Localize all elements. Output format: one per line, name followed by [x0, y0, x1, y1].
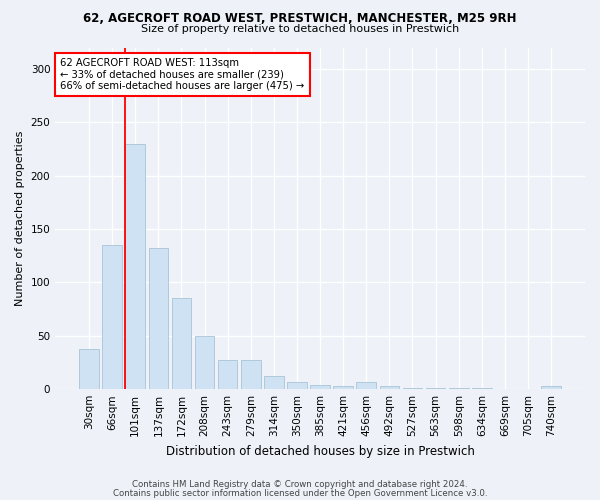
- Bar: [195, 336, 214, 389]
- Bar: [172, 298, 191, 389]
- Text: Size of property relative to detached houses in Prestwich: Size of property relative to detached ho…: [141, 24, 459, 34]
- Text: 62 AGECROFT ROAD WEST: 113sqm
← 33% of detached houses are smaller (239)
66% of : 62 AGECROFT ROAD WEST: 113sqm ← 33% of d…: [61, 58, 305, 91]
- Bar: [541, 386, 561, 389]
- X-axis label: Distribution of detached houses by size in Prestwich: Distribution of detached houses by size …: [166, 444, 475, 458]
- Bar: [264, 376, 284, 389]
- Bar: [426, 388, 445, 389]
- Bar: [449, 388, 469, 389]
- Bar: [310, 385, 330, 389]
- Text: Contains HM Land Registry data © Crown copyright and database right 2024.: Contains HM Land Registry data © Crown c…: [132, 480, 468, 489]
- Bar: [218, 360, 238, 389]
- Bar: [79, 348, 99, 389]
- Bar: [287, 382, 307, 389]
- Bar: [356, 382, 376, 389]
- Bar: [334, 386, 353, 389]
- Bar: [380, 386, 399, 389]
- Bar: [103, 245, 122, 389]
- Bar: [472, 388, 491, 389]
- Text: Contains public sector information licensed under the Open Government Licence v3: Contains public sector information licen…: [113, 488, 487, 498]
- Text: 62, AGECROFT ROAD WEST, PRESTWICH, MANCHESTER, M25 9RH: 62, AGECROFT ROAD WEST, PRESTWICH, MANCH…: [83, 12, 517, 26]
- Bar: [403, 388, 422, 389]
- Bar: [149, 248, 168, 389]
- Y-axis label: Number of detached properties: Number of detached properties: [15, 130, 25, 306]
- Bar: [125, 144, 145, 389]
- Bar: [241, 360, 260, 389]
